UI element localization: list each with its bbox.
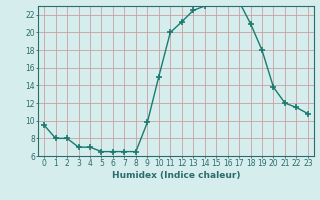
X-axis label: Humidex (Indice chaleur): Humidex (Indice chaleur)	[112, 171, 240, 180]
